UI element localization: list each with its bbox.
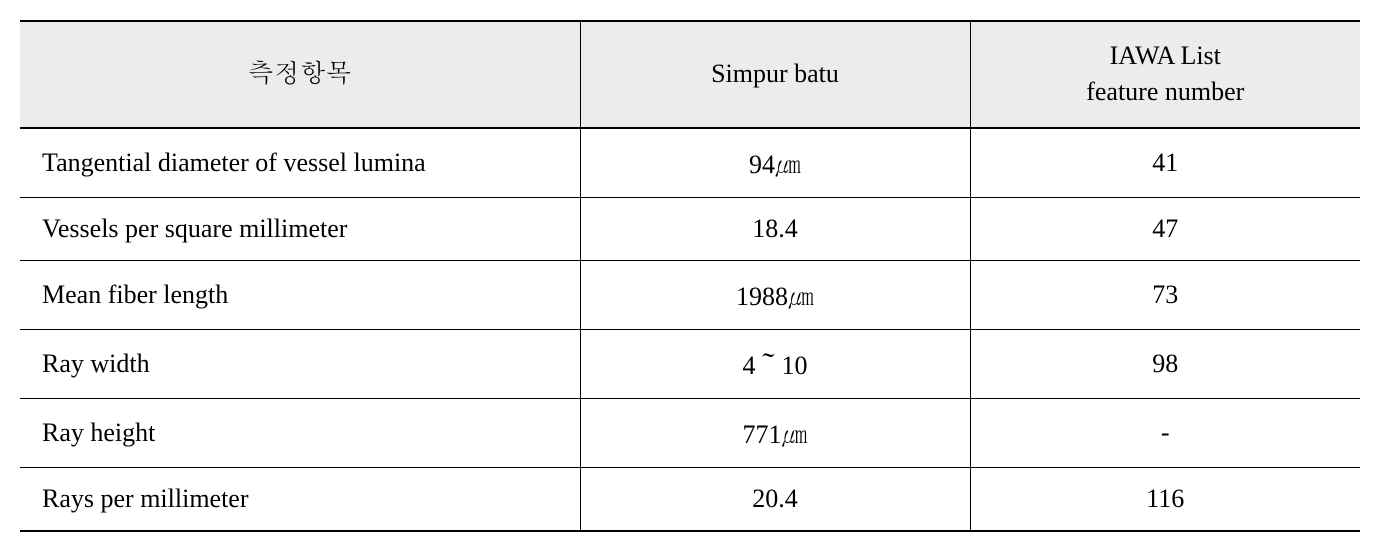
cell-value: 4～10 [580,329,970,398]
cell-feature: 73 [970,260,1360,329]
table-header-row: 측정항목 Simpur batu IAWA Listfeature number [20,21,1360,128]
col-header-value: Simpur batu [580,21,970,128]
cell-feature: 41 [970,128,1360,198]
cell-feature: 116 [970,467,1360,531]
cell-value: 1988㎛ [580,260,970,329]
table-row: Ray width 4～10 98 [20,329,1360,398]
table-row: Rays per millimeter 20.4 116 [20,467,1360,531]
cell-item: Ray width [20,329,580,398]
cell-item: Rays per millimeter [20,467,580,531]
cell-item: Vessels per square millimeter [20,197,580,260]
table-row: Mean fiber length 1988㎛ 73 [20,260,1360,329]
cell-value: 20.4 [580,467,970,531]
cell-feature: 98 [970,329,1360,398]
table-row: Tangential diameter of vessel lumina 94㎛… [20,128,1360,198]
table-row: Vessels per square millimeter 18.4 47 [20,197,1360,260]
cell-item: Mean fiber length [20,260,580,329]
cell-feature: - [970,398,1360,467]
cell-value: 771㎛ [580,398,970,467]
cell-item: Ray height [20,398,580,467]
cell-value: 94㎛ [580,128,970,198]
col-header-feature: IAWA Listfeature number [970,21,1360,128]
table-row: Ray height 771㎛ - [20,398,1360,467]
cell-value: 18.4 [580,197,970,260]
measurements-table: 측정항목 Simpur batu IAWA Listfeature number… [20,20,1360,532]
cell-feature: 47 [970,197,1360,260]
cell-item: Tangential diameter of vessel lumina [20,128,580,198]
col-header-item: 측정항목 [20,21,580,128]
